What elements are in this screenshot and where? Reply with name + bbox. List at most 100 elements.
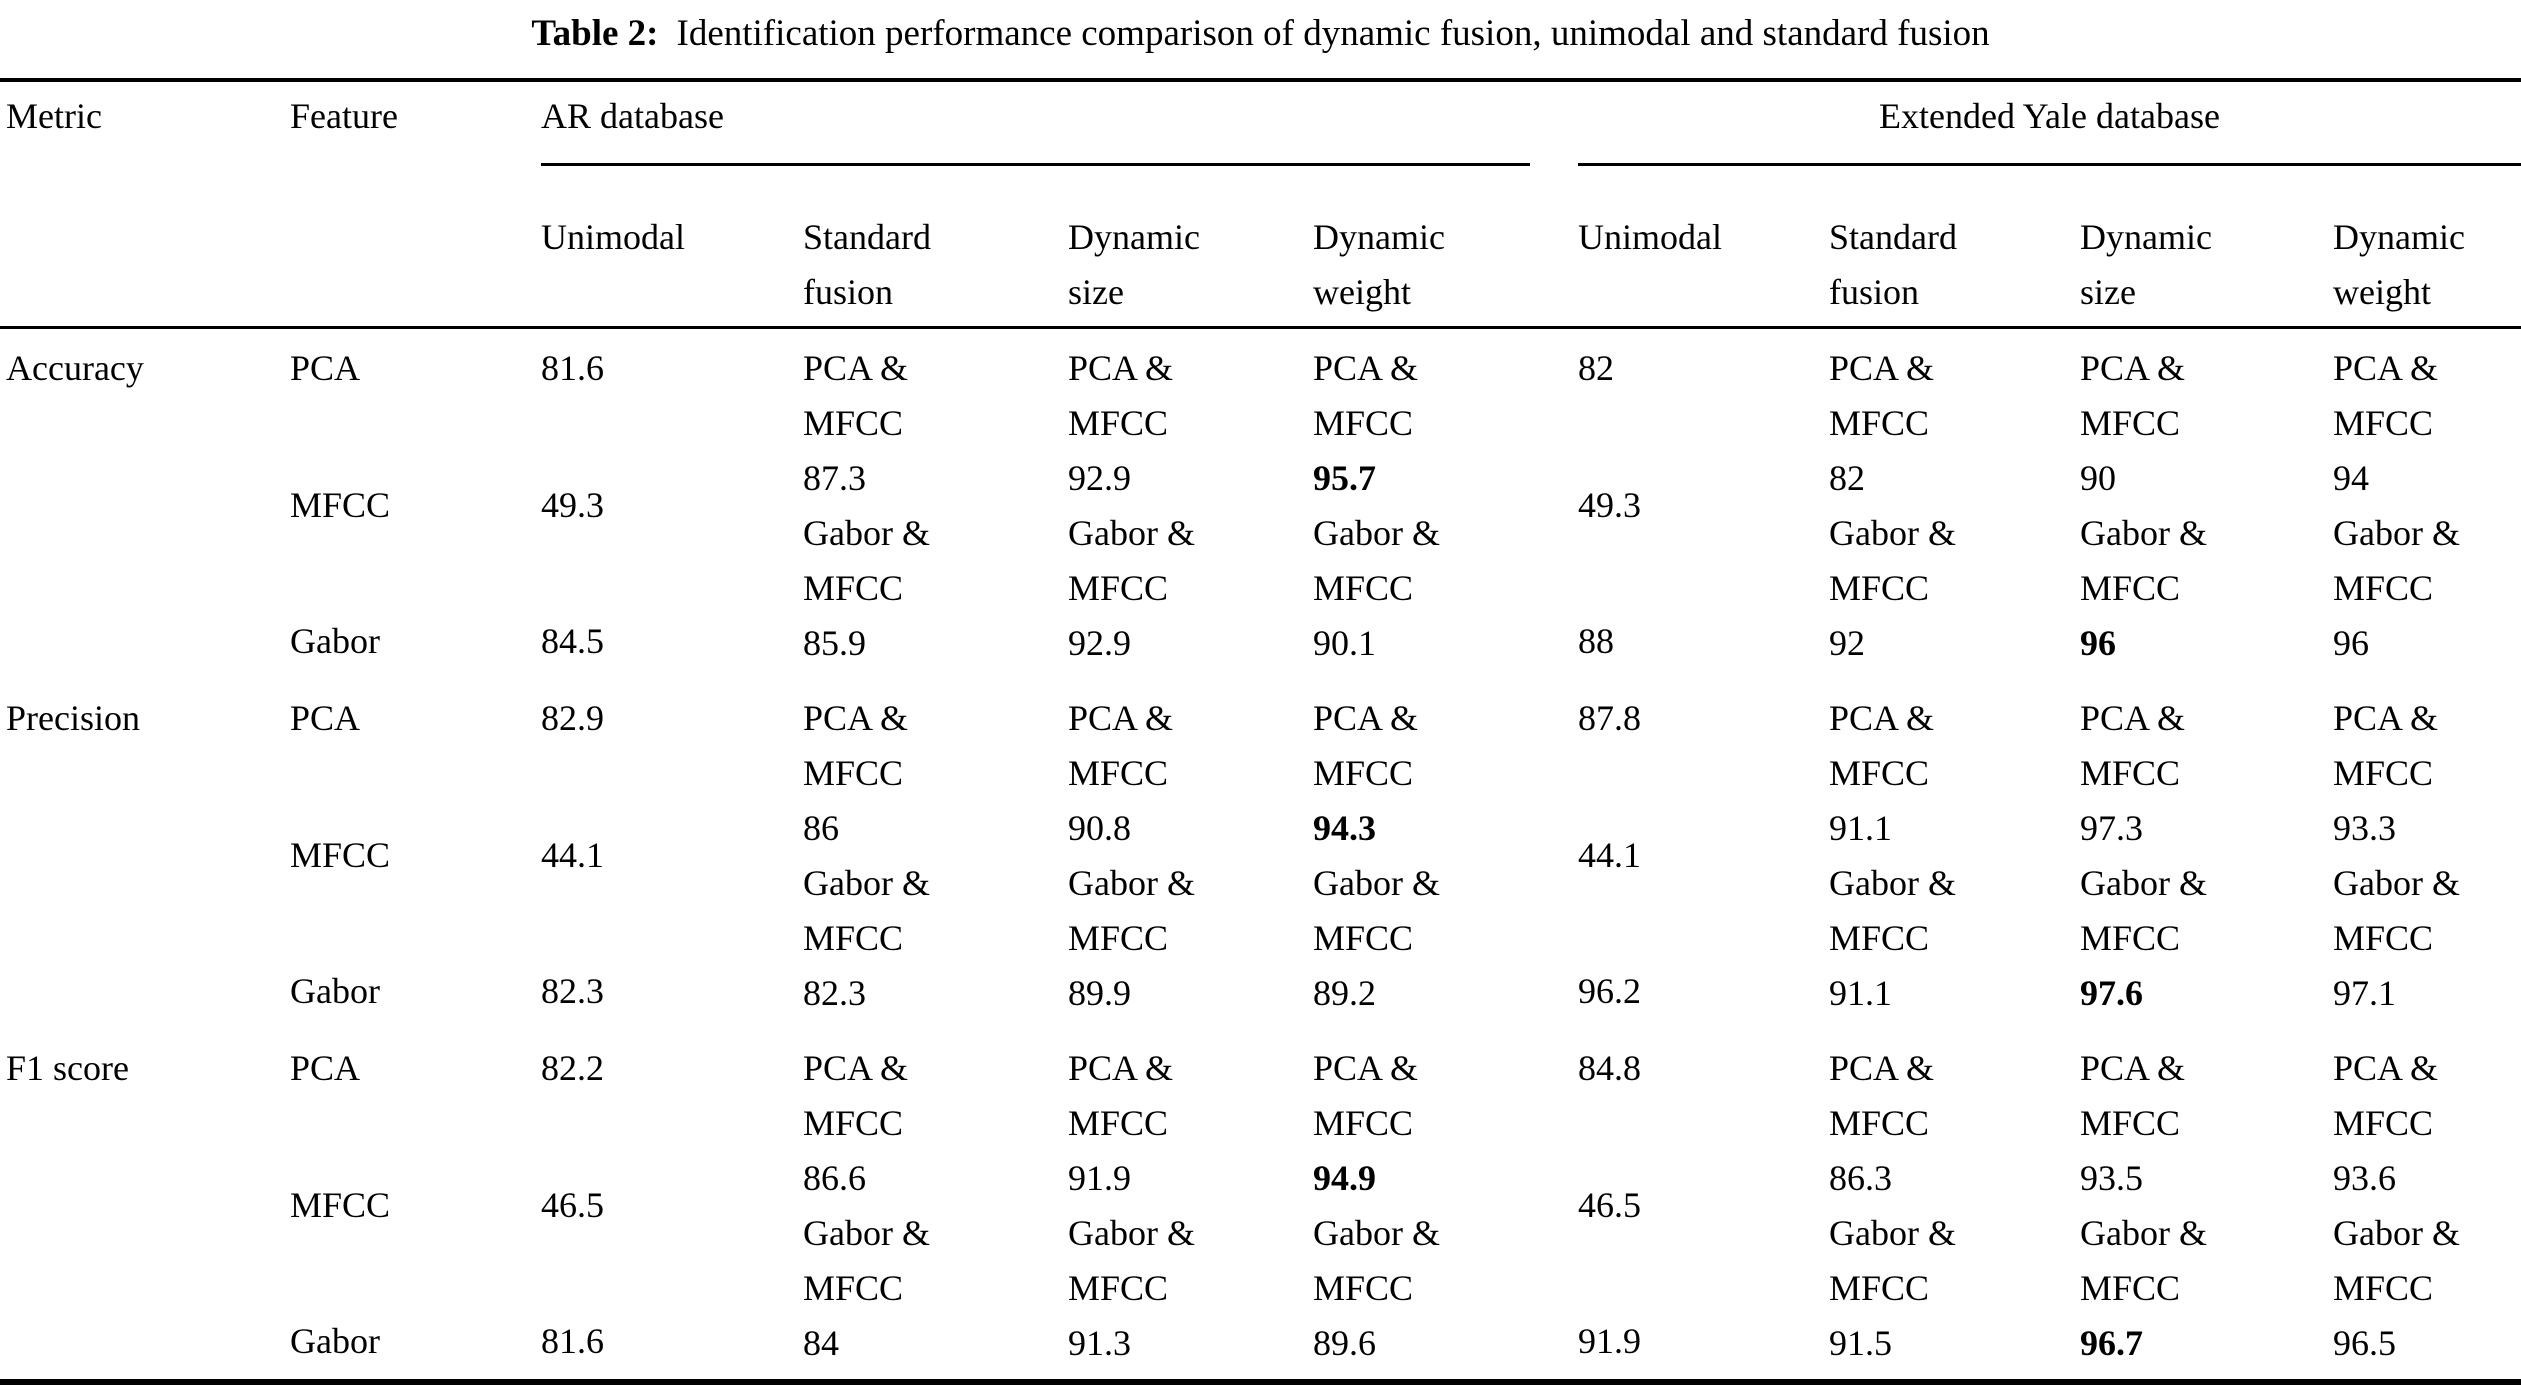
fusion-pair-value: 97.6 (2080, 973, 2143, 1013)
subcol-header-ar-dynamic-size: Dynamic size (1068, 217, 1200, 312)
fusion-pair: Gabor & MFCC 96.7 (2080, 1206, 2333, 1371)
fusion-pair-value: 93.3 (2333, 808, 2396, 848)
feature-label: MFCC (290, 1184, 391, 1225)
fusion-pair: PCA & MFCC 95.7 (1313, 341, 1578, 506)
fusion-pair-value: 93.6 (2333, 1158, 2396, 1198)
ey-group-rule (1578, 138, 2521, 166)
fusion-pair-label: PCA & MFCC (1313, 1048, 1419, 1143)
cell-ar-dynamic-weight: PCA & MFCC 95.7 Gabor & MFCC 90.1 (1313, 329, 1578, 679)
unimodal-value: 82.2 (541, 1048, 604, 1088)
unimodal-value: 49.3 (1578, 484, 1641, 525)
fusion-pair-value: 97.3 (2080, 808, 2143, 848)
unimodal-value: 46.5 (1578, 1184, 1641, 1225)
cell-ar-standard-fusion: PCA & MFCC 87.3 Gabor & MFCC 85.9 (803, 329, 1068, 679)
ar-group-rule (541, 138, 1530, 166)
fusion-pair: PCA & MFCC 92.9 (1068, 341, 1313, 506)
feature-label: Gabor (290, 971, 380, 1011)
col-group-header-ar-database: AR database (541, 96, 724, 136)
feature-label: PCA (290, 698, 361, 738)
subcol-header-ar-unimodal: Unimodal (541, 217, 685, 257)
subcol-header-ey-dynamic-size: Dynamic size (2080, 217, 2212, 312)
unimodal-value: 84.5 (541, 621, 604, 661)
feature-label: Gabor (290, 1321, 380, 1361)
fusion-pair: Gabor & MFCC 91.5 (1829, 1206, 2080, 1371)
fusion-pair: Gabor & MFCC 89.9 (1068, 856, 1313, 1021)
cell-feature: PCA MFCC Gabor (290, 329, 541, 679)
table-caption-label: Table 2: (531, 13, 659, 54)
fusion-pair-label: Gabor & MFCC (2080, 863, 2207, 958)
fusion-pair-label: Gabor & MFCC (1829, 513, 1956, 608)
cell-metric: F1 score (6, 1029, 290, 1379)
cell-ey-unimodal: 82 49.3 88 (1578, 329, 1829, 679)
fusion-pair: PCA & MFCC 94.3 (1313, 691, 1578, 856)
cell-ey-dynamic-size: PCA & MFCC 97.3 Gabor & MFCC 97.6 (2080, 679, 2333, 1029)
cell-ey-standard-fusion: PCA & MFCC 82 Gabor & MFCC 92 (1829, 329, 2080, 679)
cell-ar-standard-fusion: PCA & MFCC 86 Gabor & MFCC 82.3 (803, 679, 1068, 1029)
fusion-pair: Gabor & MFCC 92.9 (1068, 506, 1313, 671)
cell-ar-dynamic-size: PCA & MFCC 92.9 Gabor & MFCC 92.9 (1068, 329, 1313, 679)
fusion-pair-value: 82.3 (803, 973, 866, 1013)
unimodal-value: 49.3 (541, 484, 604, 525)
feature-label: MFCC (290, 834, 391, 875)
fusion-pair: PCA & MFCC 87.3 (803, 341, 1068, 506)
fusion-pair-label: PCA & MFCC (803, 698, 909, 793)
fusion-pair-value: 91.9 (1068, 1158, 1131, 1198)
fusion-pair: PCA & MFCC 82 (1829, 341, 2080, 506)
fusion-pair-label: PCA & MFCC (1829, 1048, 1935, 1143)
table-caption: Table 2: Identification performance compa… (0, 0, 2521, 60)
fusion-pair-label: PCA & MFCC (803, 1048, 909, 1143)
unimodal-value: 44.1 (1578, 834, 1641, 875)
fusion-pair-label: PCA & MFCC (1829, 698, 1935, 793)
fusion-pair: PCA & MFCC 86.6 (803, 1041, 1068, 1206)
table-caption-text: Identification performance comparison of… (676, 13, 1990, 54)
subcol-header-ey-standard-fusion: Standard fusion (1829, 217, 1957, 312)
col-header-feature: Feature (290, 96, 398, 136)
feature-label: Gabor (290, 621, 380, 661)
cell-ey-dynamic-size: PCA & MFCC 93.5 Gabor & MFCC 96.7 (2080, 1029, 2333, 1379)
fusion-pair-label: PCA & MFCC (2333, 348, 2439, 443)
header-row-methods: Unimodal Standard fusion Dynamic size Dy… (0, 166, 2521, 329)
fusion-pair-label: Gabor & MFCC (803, 513, 930, 608)
subcol-header-ar-dynamic-weight: Dynamic weight (1313, 217, 1445, 312)
fusion-pair: PCA & MFCC 90 (2080, 341, 2333, 506)
fusion-pair-label: PCA & MFCC (1313, 698, 1419, 793)
fusion-pair-label: Gabor & MFCC (2080, 1213, 2207, 1308)
fusion-pair-label: Gabor & MFCC (1829, 1213, 1956, 1308)
fusion-pair-label: Gabor & MFCC (803, 1213, 930, 1308)
fusion-pair-label: PCA & MFCC (2333, 1048, 2439, 1143)
table-row-accuracy: Accuracy PCA MFCC Gabor 81.6 49.3 84.5 P… (0, 329, 2521, 679)
unimodal-value: 87.8 (1578, 698, 1641, 738)
metric-label: F1 score (6, 1048, 129, 1088)
fusion-pair-label: Gabor & MFCC (1313, 1213, 1440, 1308)
fusion-pair: PCA & MFCC 86.3 (1829, 1041, 2080, 1206)
unimodal-value: 81.6 (541, 348, 604, 388)
fusion-pair-value: 91.1 (1829, 973, 1892, 1013)
cell-ar-standard-fusion: PCA & MFCC 86.6 Gabor & MFCC 84 (803, 1029, 1068, 1379)
fusion-pair: Gabor & MFCC 96.5 (2333, 1206, 2521, 1371)
cell-ar-dynamic-size: PCA & MFCC 91.9 Gabor & MFCC 91.3 (1068, 1029, 1313, 1379)
fusion-pair: Gabor & MFCC 90.1 (1313, 506, 1578, 671)
fusion-pair-label: PCA & MFCC (2080, 348, 2186, 443)
subcol-header-ey-unimodal: Unimodal (1578, 217, 1722, 257)
fusion-pair: Gabor & MFCC 96 (2333, 506, 2521, 671)
fusion-pair-label: Gabor & MFCC (1068, 863, 1195, 958)
fusion-pair-value: 85.9 (803, 623, 866, 663)
fusion-pair-label: Gabor & MFCC (2333, 863, 2460, 958)
fusion-pair: Gabor & MFCC 97.6 (2080, 856, 2333, 1021)
fusion-pair-label: PCA & MFCC (2080, 1048, 2186, 1143)
fusion-pair-value: 96 (2333, 623, 2369, 663)
fusion-pair: PCA & MFCC 91.1 (1829, 691, 2080, 856)
fusion-pair-value: 96 (2080, 623, 2116, 663)
fusion-pair-value: 90 (2080, 458, 2116, 498)
unimodal-value: 82 (1578, 348, 1614, 388)
fusion-pair-label: PCA & MFCC (1068, 698, 1174, 793)
fusion-pair: PCA & MFCC 93.6 (2333, 1041, 2521, 1206)
fusion-pair-value: 90.8 (1068, 808, 1131, 848)
cell-metric: Precision (6, 679, 290, 1029)
fusion-pair: Gabor & MFCC 91.1 (1829, 856, 2080, 1021)
cell-ey-dynamic-weight: PCA & MFCC 94 Gabor & MFCC 96 (2333, 329, 2521, 679)
fusion-pair: PCA & MFCC 97.3 (2080, 691, 2333, 856)
fusion-pair-value: 91.1 (1829, 808, 1892, 848)
cell-ey-standard-fusion: PCA & MFCC 91.1 Gabor & MFCC 91.1 (1829, 679, 2080, 1029)
fusion-pair-value: 91.5 (1829, 1323, 1892, 1363)
